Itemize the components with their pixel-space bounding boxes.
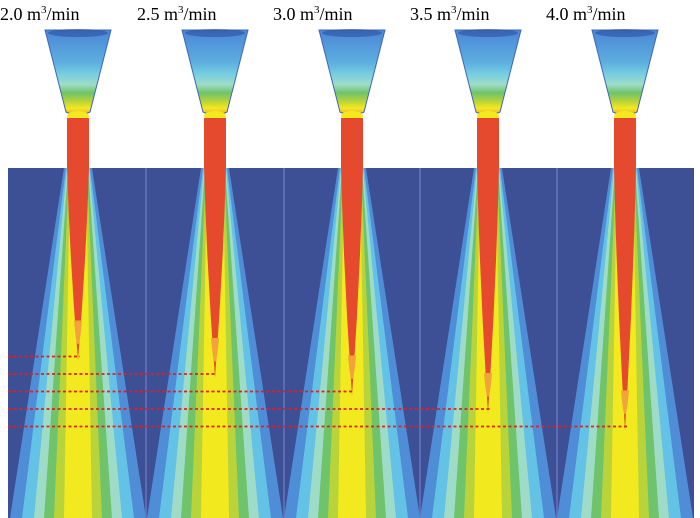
jet-panel [420, 29, 556, 518]
funnel-rim [48, 29, 108, 37]
core-tip [348, 355, 356, 380]
core-tip [74, 320, 82, 345]
penetration-markers [8, 355, 627, 428]
flow-rate-label: 3.5 m3/min [410, 4, 490, 24]
flow-rate-label: 4.0 m3/min [546, 4, 626, 24]
jet-core [614, 118, 636, 431]
funnel-rim [458, 29, 518, 37]
jet-core [67, 118, 89, 361]
jet-panel [284, 29, 420, 518]
panel-dividers [145, 168, 558, 518]
core-tip [621, 390, 629, 415]
flow-rate-label: 3.0 m3/min [273, 4, 353, 24]
jet-core [341, 118, 363, 396]
jet-panel [147, 29, 283, 518]
nozzle-funnel [181, 29, 249, 116]
jet-panels [10, 29, 693, 518]
jet-core [477, 118, 499, 413]
funnel-rim [595, 29, 655, 37]
funnel-rim [322, 29, 382, 37]
nozzle-funnel [591, 29, 659, 116]
core-tip [484, 373, 492, 397]
nozzle-funnel [454, 29, 522, 116]
jet-panel [10, 29, 146, 518]
nozzle-funnel [44, 29, 112, 116]
jet-core [204, 118, 226, 378]
flow-rate-label: 2.5 m3/min [137, 4, 217, 24]
panel-labels: 2.0 m3/min 2.5 m3/min 3.0 m3/min 3.5 m3/… [0, 4, 626, 24]
flow-rate-label: 2.0 m3/min [0, 4, 80, 24]
nozzle-funnel [318, 29, 386, 116]
jet-panel [557, 29, 693, 518]
funnel-rim [185, 29, 245, 37]
core-tip [211, 338, 219, 362]
